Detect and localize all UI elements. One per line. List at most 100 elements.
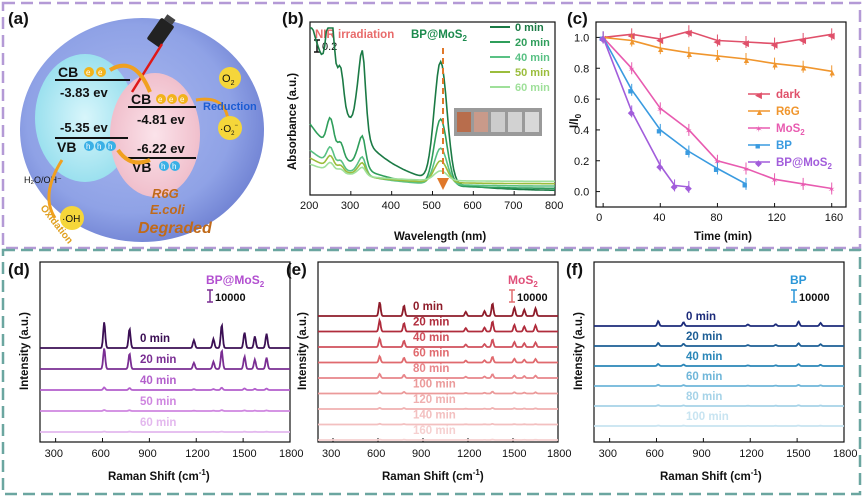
svg-text:e: e [180,95,185,104]
panel-b: (b) NIR irradiation BP@MoS2 0.2 0 min20 … [282,9,563,243]
x-tick-label: 1200 [739,448,763,460]
x-tick-label: 600 [92,448,110,460]
spectrum-label: 60 min [413,348,449,360]
data-point: ◆ [599,33,606,43]
spectrum-label: 60 min [140,417,176,429]
plot-e-xlabel: Raman Shift (cm-1) [382,468,484,483]
mos2-cb-energy: -4.81 ev [137,112,185,127]
data-point: ◆ [685,183,692,193]
legend-marker: ■ [755,141,760,151]
x-tick-label: 600 [367,448,385,460]
spectrum-label: 20 min [686,331,722,343]
legend-label: MoS2 [776,123,805,137]
legend-label: BP@MoS2 [776,157,832,171]
data-point: ▲ [656,44,665,54]
plot-title: BP@MoS2 [206,273,265,289]
bp-cb-energy: -3.83 ev [60,85,108,100]
data-point: ▲ [742,55,751,65]
spectrum-40-min [594,364,844,366]
x-tick-label: 900 [412,448,430,460]
svg-text:e: e [98,68,103,77]
legend-marker: ◀ [755,90,762,100]
svg-text:e: e [158,95,163,104]
data-point: ▲ [771,60,780,70]
mos2-cb-label: CB [131,91,151,107]
reduction-label: Reduction [203,101,257,113]
plot-b-xlabel: Wavelength (nm) [394,231,486,243]
y-tick-label: 0.2 [574,156,589,168]
x-tick-label: 400 [382,200,400,212]
data-point: ▲ [799,63,808,73]
y-tick-label: 1.0 [574,32,589,44]
panel-a: (a) CB e e -3.83 ev -5.35 ev VB h h h CB… [8,9,264,246]
panel-e-label: (e) [286,260,307,279]
panel-b-label: (b) [282,9,304,28]
plot-title: MoS2 [508,273,538,289]
data-point: ■ [713,164,718,174]
h2o-label: H₂O/OH⁻ [24,175,62,185]
bp-vb-holes: h h h [84,141,116,151]
legend-label: 50 min [515,67,550,79]
x-tick-label: 1500 [502,448,526,460]
plot-c-legend: ◀dark▲R6G✶MoS2■BP◆BP@MoS2 [748,89,832,171]
svg-text:e: e [86,68,91,77]
spectrum-60-min [40,432,290,433]
data-point: ■ [628,86,633,96]
data-point: ▲ [713,52,722,62]
data-point: ◆ [656,161,663,171]
spectrum-60-min [594,385,844,386]
spectrum-label: 80 min [686,391,722,403]
data-point: ✶ [799,180,807,190]
data-point: ▲ [685,49,694,59]
legend-label: 60 min [515,82,550,94]
r6g-label: R6G [152,186,179,201]
spectrum-label: 50 min [140,396,176,408]
x-tick-label: 800 [545,200,563,212]
scale-bar-label: 10000 [799,292,830,304]
scale-bar-label: 10000 [517,292,548,304]
data-point: ◀ [799,35,806,45]
panel-c-label: (c) [567,9,588,28]
spectrum-20-min [594,343,844,346]
x-tick-label: 900 [692,448,710,460]
spectrum-label: 120 min [413,394,456,406]
plot-c-xlabel: Time (min) [694,231,752,243]
legend-marker: ▲ [755,107,764,117]
x-tick-label: 600 [463,200,481,212]
plot-d-ylabel: Intensity (a.u.) [19,312,31,390]
x-tick-label: 1800 [833,448,857,460]
bp-vb-label: VB [57,139,76,155]
legend-marker: ◆ [755,158,762,168]
data-point: ◀ [828,30,835,40]
svg-text:h: h [172,162,176,171]
svg-text:h: h [161,162,165,171]
data-point: ◀ [742,38,749,48]
data-point: ✶ [685,126,693,136]
plot-c-series: ◀◀◀◀◀◀◀◀◀▲▲▲▲▲▲▲▲▲✶✶✶✶✶✶✶✶✶■■■■■■◆◆◆◆◆ [599,25,836,194]
legend-label: R6G [776,106,800,118]
bp-cb-label: CB [58,64,78,80]
spectrum-label: 140 min [413,410,456,422]
y-tick-label: 0.6 [574,94,589,106]
data-point: ▲ [828,67,837,77]
plot-e-ylabel: Intensity (a.u.) [297,312,309,390]
x-tick-label: 700 [504,200,522,212]
mos2-vb-energy: -6.22 ev [137,141,185,156]
y-tick-label: 0.8 [574,63,589,75]
spectrum-label: 60 min [686,371,722,383]
x-tick-label: 1800 [279,448,303,460]
spectrum-50-min [40,410,290,411]
svg-text:h: h [86,142,90,151]
x-tick-label: 120 [768,212,786,224]
x-tick-label: 200 [300,200,318,212]
spectrum-label: 40 min [140,375,176,387]
legend-label: 40 min [515,52,550,64]
legend-label: 0 min [515,22,544,34]
x-tick-label: 40 [653,212,665,224]
